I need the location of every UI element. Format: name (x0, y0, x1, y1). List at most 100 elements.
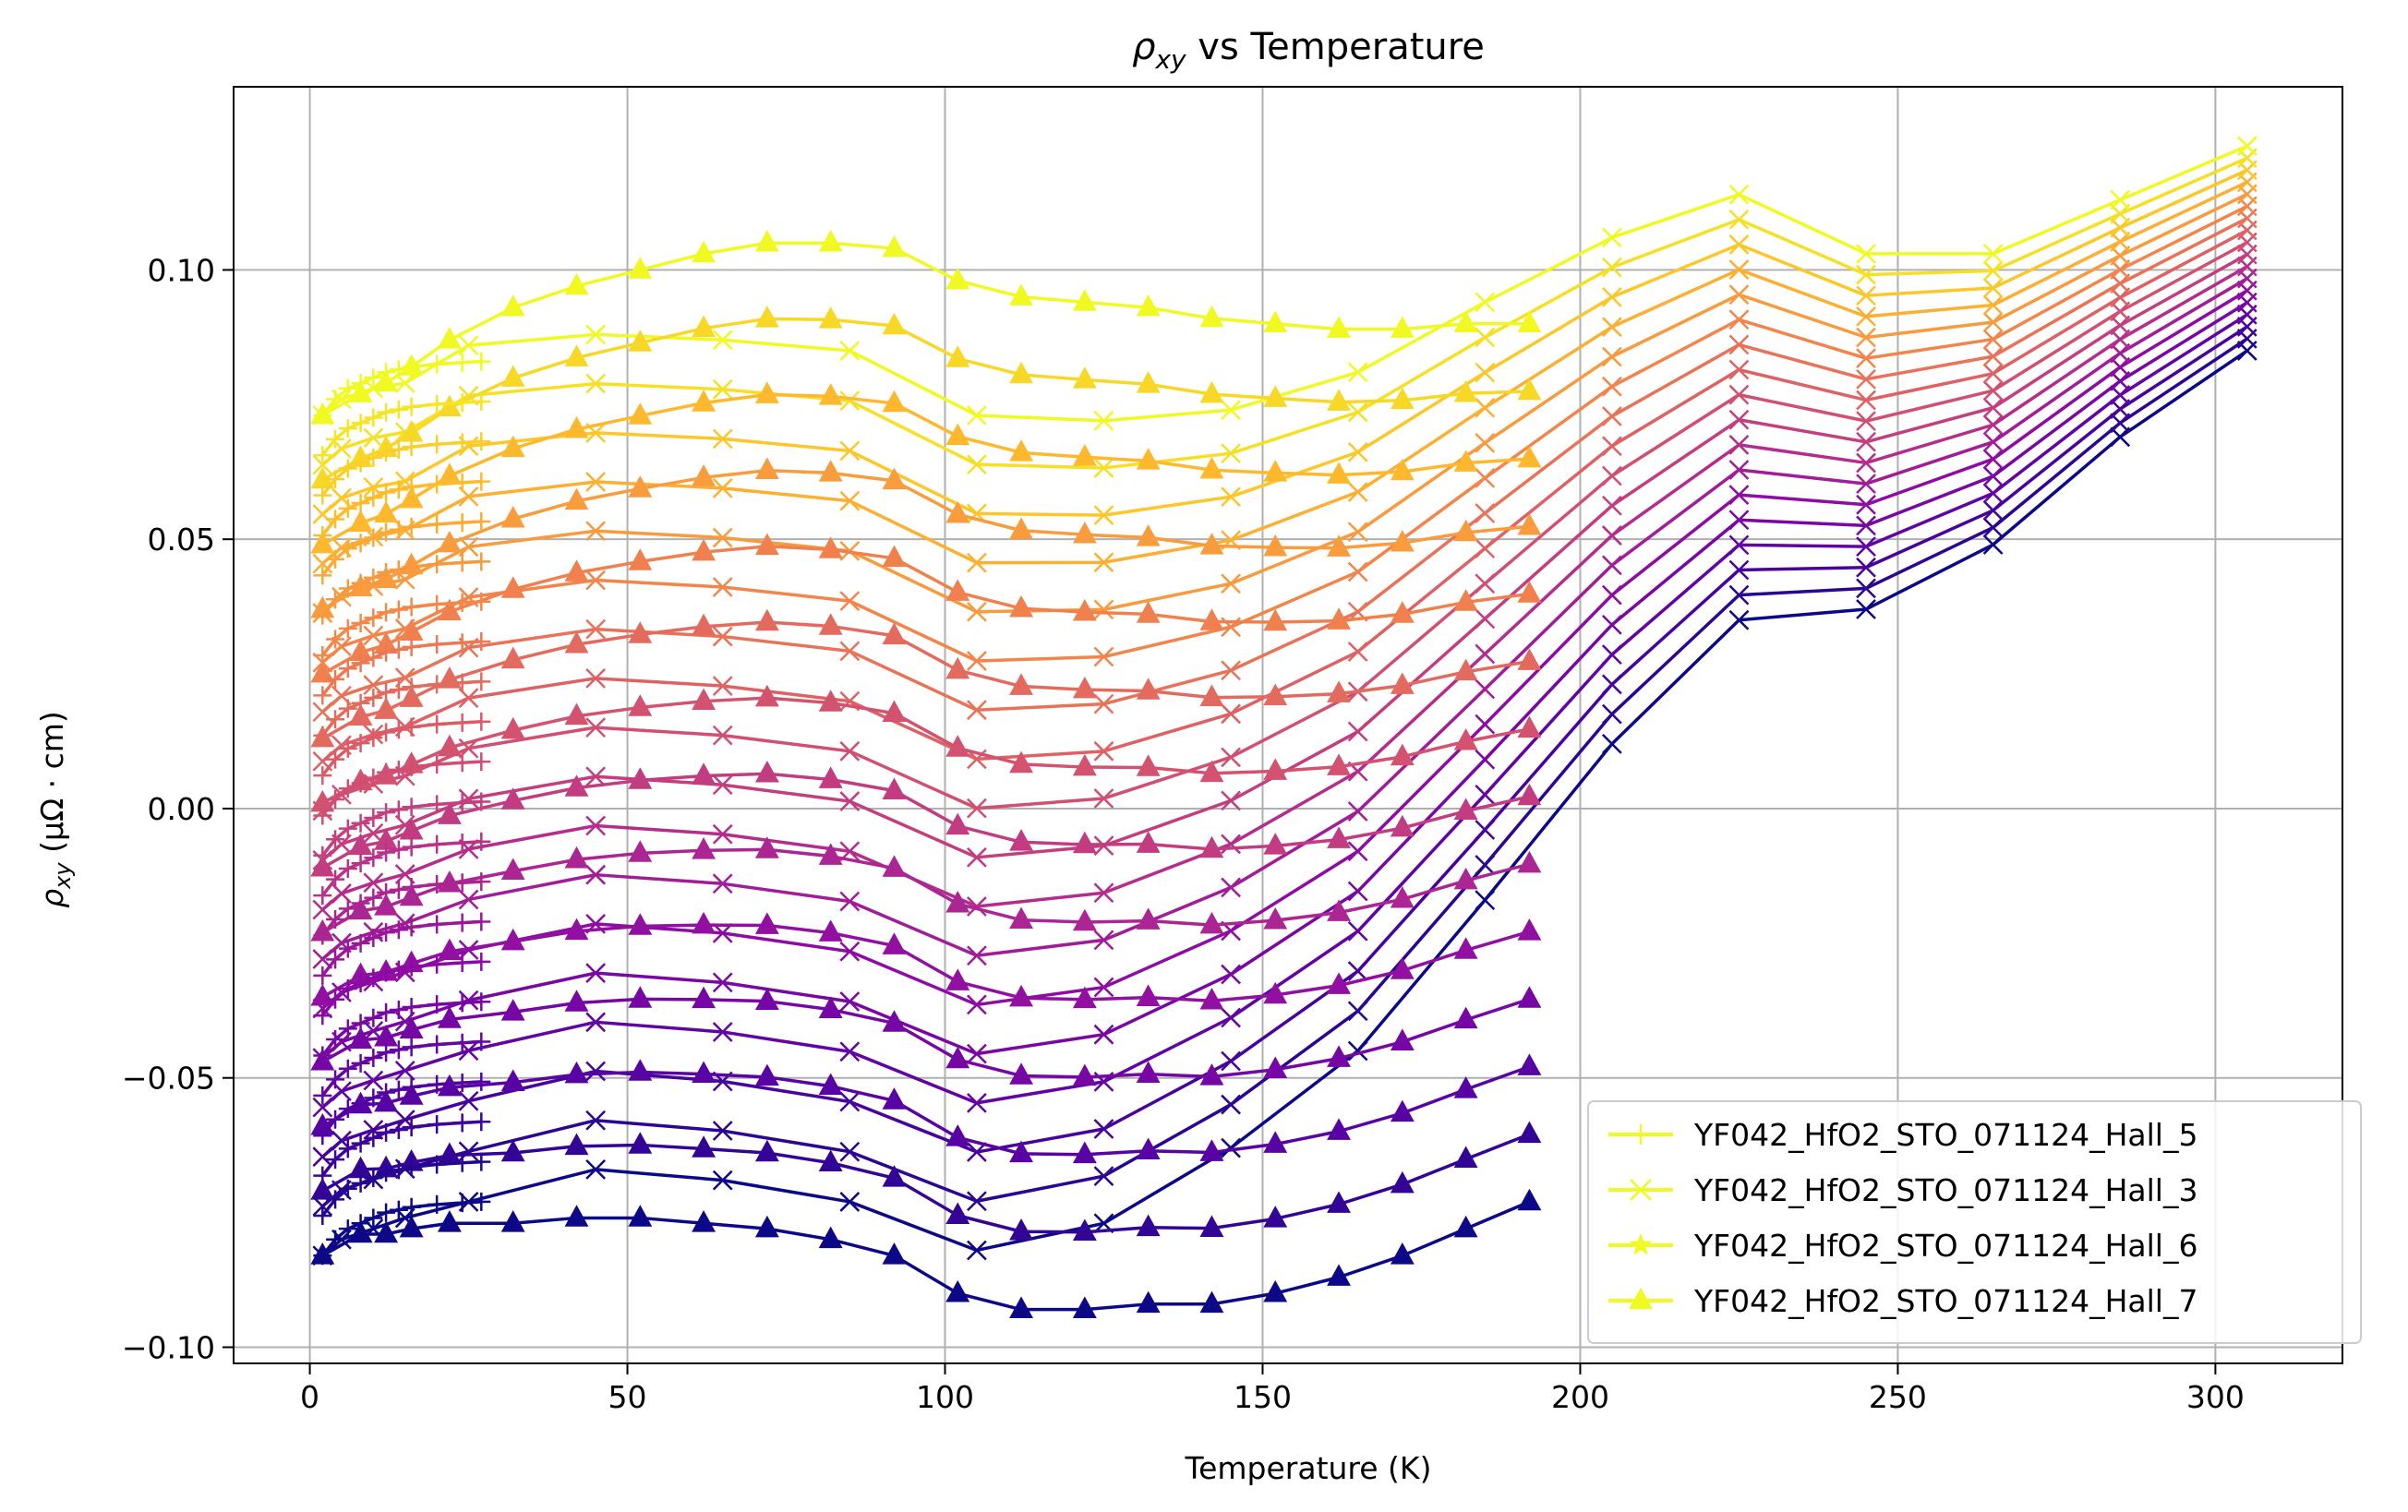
data-point (1221, 834, 1241, 855)
data-point (692, 911, 716, 934)
data-point (692, 315, 716, 337)
data-point (402, 837, 421, 857)
data-point (967, 651, 987, 671)
data-point (363, 822, 384, 844)
data-point (1221, 486, 1241, 508)
data-point (500, 858, 525, 881)
series-hall-5-curve (313, 1192, 491, 1266)
data-point (500, 1139, 525, 1162)
data-point (364, 1169, 383, 1188)
data-point (437, 1210, 462, 1232)
data-point (313, 886, 332, 906)
data-point (1327, 389, 1351, 411)
data-point (389, 920, 408, 940)
data-point (1629, 1232, 1653, 1255)
data-point (1453, 727, 1478, 750)
data-point (628, 1132, 653, 1154)
data-point (427, 954, 447, 974)
data-point (399, 685, 424, 707)
data-point (313, 966, 332, 985)
data-point (628, 986, 653, 1008)
data-point (427, 834, 447, 854)
data-point (564, 990, 589, 1012)
data-point (500, 716, 525, 739)
data-point (364, 728, 383, 748)
data-point (585, 717, 607, 738)
data-point (364, 1208, 383, 1228)
data-point (2110, 189, 2131, 210)
data-point (882, 855, 907, 877)
series-hall-7-curve (310, 533, 1542, 683)
data-point (712, 428, 733, 450)
series-hall-5-curve (313, 391, 491, 465)
data-point (692, 1210, 716, 1232)
data-point (1982, 294, 2004, 316)
data-point (338, 618, 357, 638)
data-point (2236, 136, 2258, 157)
data-point (326, 1230, 345, 1249)
series-hall-5-curve (313, 632, 491, 705)
data-point (394, 1060, 415, 1081)
data-point (472, 1072, 491, 1091)
data-point (754, 836, 779, 858)
data-point (313, 446, 332, 465)
data-point (628, 1059, 653, 1081)
data-point (377, 683, 396, 702)
data-point (313, 1246, 332, 1266)
data-point (1728, 284, 1750, 306)
data-point (1072, 1296, 1097, 1318)
series-line (321, 997, 1530, 1079)
data-point (402, 597, 421, 617)
data-point (1327, 826, 1351, 848)
data-point (389, 520, 408, 539)
data-point (389, 680, 408, 700)
data-point (1199, 911, 1224, 934)
data-point (1390, 886, 1415, 908)
data-point (1453, 379, 1478, 402)
data-point (692, 240, 716, 263)
data-point (313, 1166, 332, 1185)
data-point (882, 545, 907, 568)
data-point (326, 950, 345, 969)
data-point (1390, 1028, 1415, 1050)
data-point (1327, 899, 1351, 921)
data-point (1093, 458, 1114, 478)
data-point (1453, 658, 1478, 681)
data-point (389, 1200, 408, 1219)
data-point (839, 390, 861, 412)
data-point (1453, 310, 1478, 333)
data-point (377, 963, 396, 982)
series-hall-7-curve (310, 608, 1542, 748)
data-point (313, 1126, 332, 1146)
data-point (967, 994, 987, 1015)
data-point (945, 1202, 970, 1225)
data-point (452, 993, 472, 1013)
data-point (389, 1080, 408, 1099)
data-point (1728, 234, 1750, 255)
data-point (628, 475, 653, 498)
data-point (1072, 831, 1097, 854)
data-point (1601, 614, 1622, 635)
data-point (427, 594, 447, 614)
data-point (1728, 435, 1750, 455)
data-point (500, 999, 525, 1021)
data-point (452, 793, 472, 812)
data-point (402, 438, 421, 457)
data-point (818, 1226, 843, 1249)
data-point (338, 699, 357, 718)
data-point (389, 440, 408, 460)
data-point (472, 391, 491, 411)
data-point (818, 536, 843, 558)
data-point (389, 720, 408, 739)
series-hall-5-curve (313, 1072, 491, 1146)
data-point (427, 755, 447, 774)
data-point (326, 909, 345, 929)
data-point (338, 539, 357, 558)
data-point (1009, 517, 1034, 540)
data-point (1347, 1040, 1368, 1062)
series-line (321, 923, 1530, 1002)
data-point (437, 327, 462, 349)
data-point (1009, 1296, 1034, 1318)
data-point (427, 1194, 447, 1214)
data-point (1517, 513, 1542, 535)
